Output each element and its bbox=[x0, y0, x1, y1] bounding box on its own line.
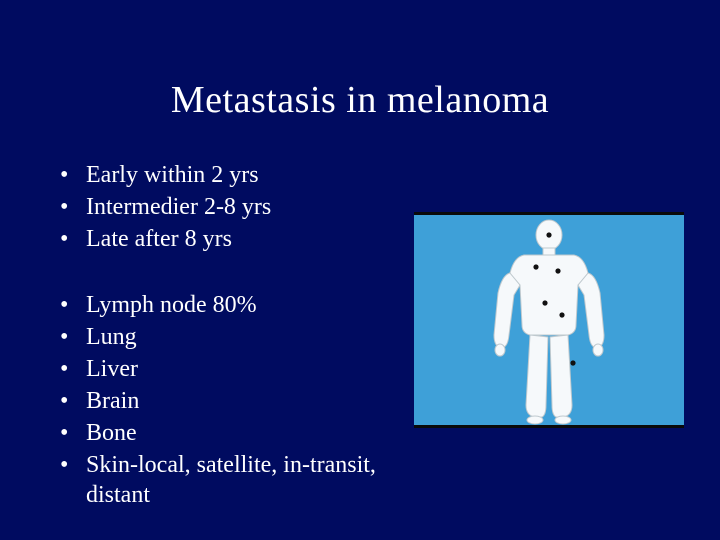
slide-title: Metastasis in melanoma bbox=[0, 78, 720, 122]
body-diagram bbox=[414, 212, 684, 428]
list-item: Lung bbox=[60, 322, 380, 352]
metastasis-spot bbox=[533, 264, 538, 269]
bullet-icon bbox=[60, 192, 86, 222]
bullet-text: Lung bbox=[86, 322, 380, 352]
bullet-icon bbox=[60, 418, 86, 448]
body-svg bbox=[414, 215, 684, 425]
bullet-text: Lymph node 80% bbox=[86, 290, 380, 320]
slide: Metastasis in melanoma Early within 2 yr… bbox=[0, 0, 720, 540]
bullet-text: Liver bbox=[86, 354, 380, 384]
list-item: Lymph node 80% bbox=[60, 290, 380, 320]
list-item: Skin-local, satellite, in-transit, dista… bbox=[60, 450, 380, 510]
list-item: Bone bbox=[60, 418, 380, 448]
bullet-icon bbox=[60, 290, 86, 320]
metastasis-spot bbox=[555, 268, 560, 273]
bullet-icon bbox=[60, 322, 86, 352]
metastasis-spot bbox=[546, 232, 551, 237]
list-item: Early within 2 yrs bbox=[60, 160, 400, 190]
metastasis-spot bbox=[542, 300, 547, 305]
bullet-icon bbox=[60, 160, 86, 190]
list-item: Late after 8 yrs bbox=[60, 224, 400, 254]
bullet-text: Brain bbox=[86, 386, 380, 416]
metastasis-spot bbox=[559, 312, 564, 317]
bullet-text: Late after 8 yrs bbox=[86, 224, 400, 254]
bullet-icon bbox=[60, 224, 86, 254]
bullet-icon bbox=[60, 354, 86, 384]
bullet-icon bbox=[60, 450, 86, 480]
metastasis-spot bbox=[570, 360, 575, 365]
list-item: Liver bbox=[60, 354, 380, 384]
list-item: Brain bbox=[60, 386, 380, 416]
bullet-list-sites: Lymph node 80%LungLiverBrainBoneSkin-loc… bbox=[60, 290, 380, 512]
list-item: Intermedier 2-8 yrs bbox=[60, 192, 400, 222]
bullet-text: Bone bbox=[86, 418, 380, 448]
bullet-list-timing: Early within 2 yrsIntermedier 2-8 yrsLat… bbox=[60, 160, 400, 256]
bullet-text: Skin-local, satellite, in-transit, dista… bbox=[86, 450, 380, 510]
bullet-text: Early within 2 yrs bbox=[86, 160, 400, 190]
bullet-text: Intermedier 2-8 yrs bbox=[86, 192, 400, 222]
bullet-icon bbox=[60, 386, 86, 416]
